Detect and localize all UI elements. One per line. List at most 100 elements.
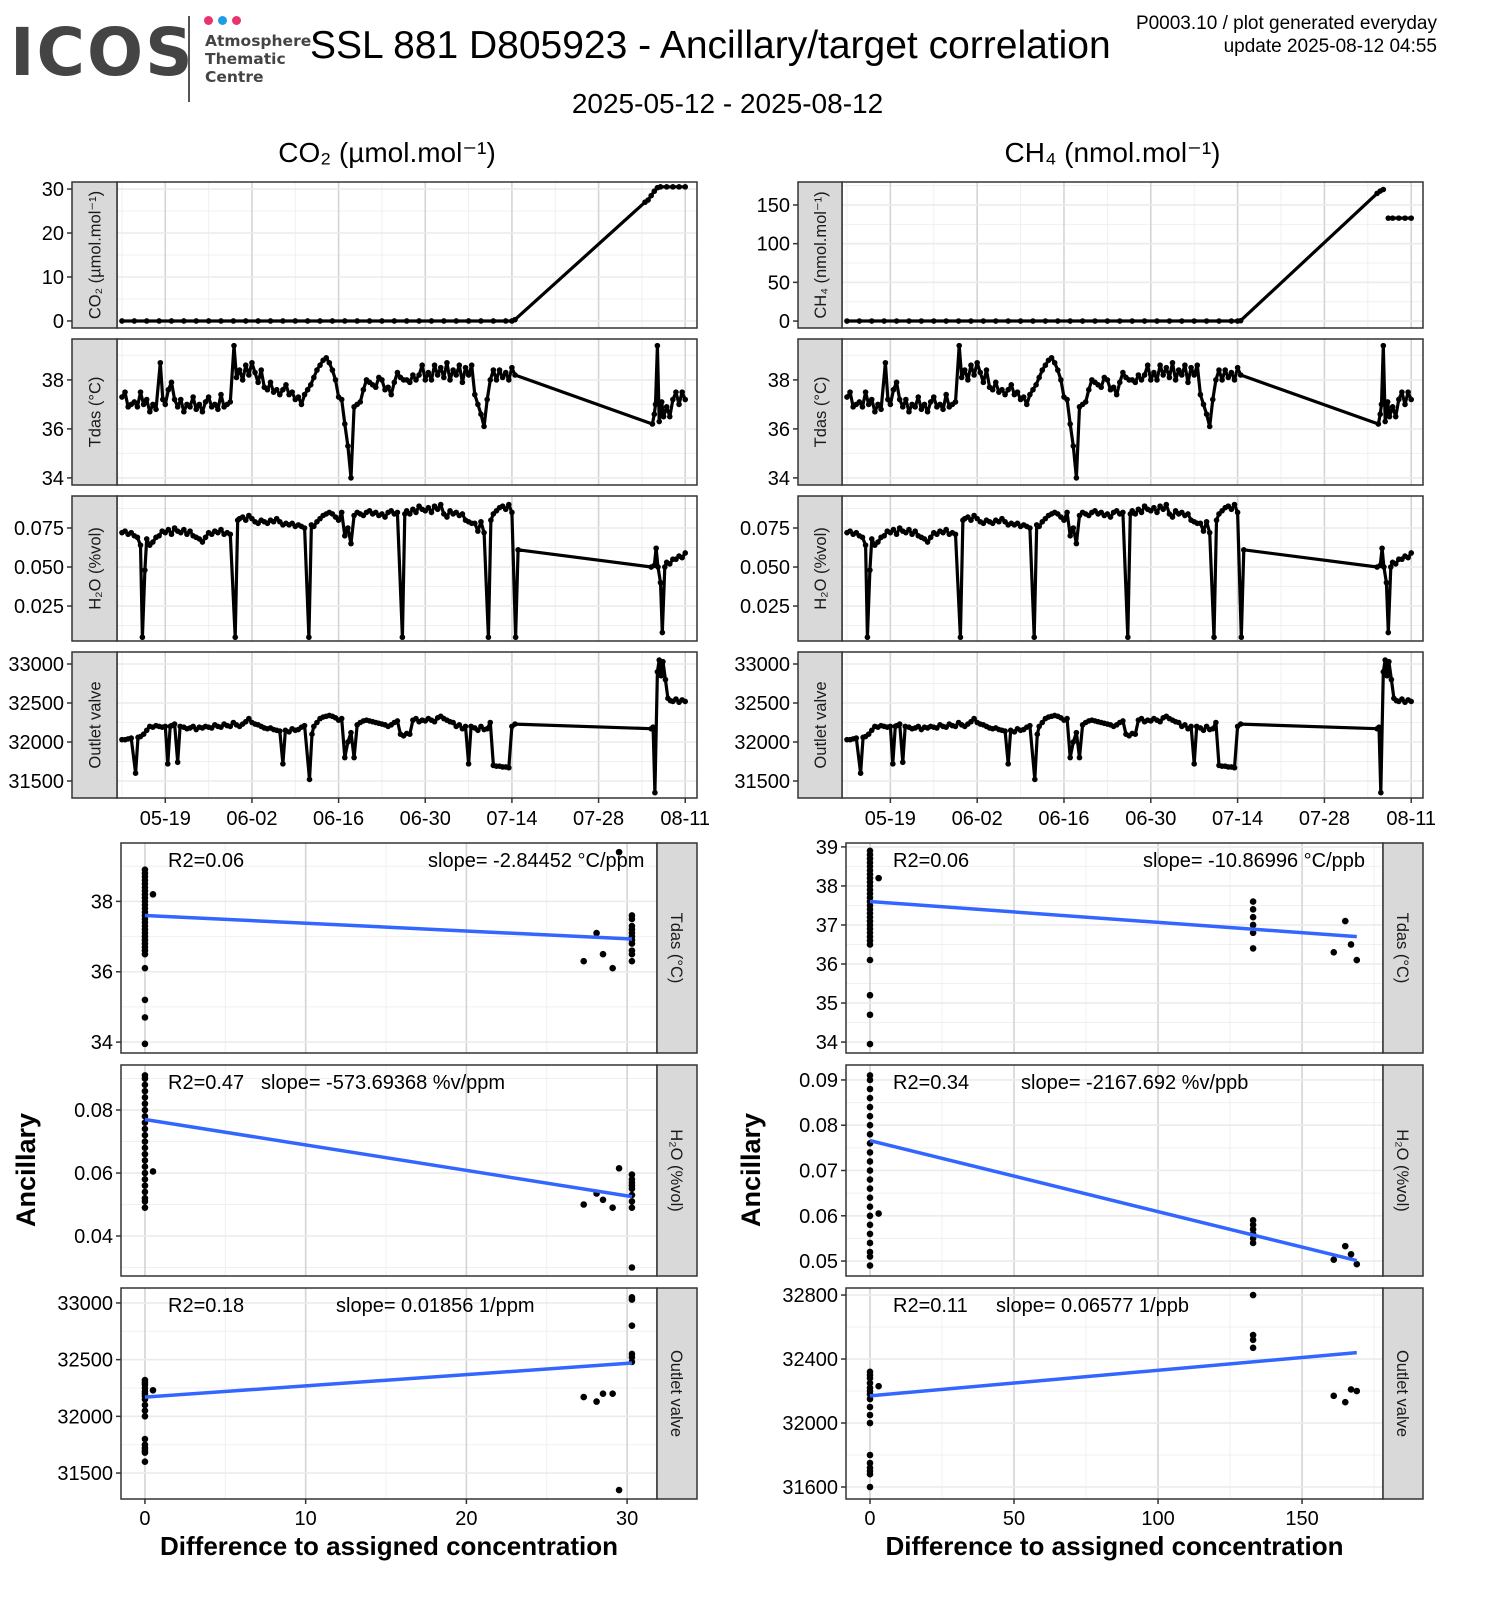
scatter-point	[141, 964, 149, 972]
data-point	[662, 564, 668, 570]
data-point	[366, 318, 373, 324]
data-point	[143, 536, 150, 542]
scatter-point	[628, 1350, 636, 1358]
y-axis-title: Ancillary	[736, 1113, 766, 1227]
scatter-point	[866, 1212, 874, 1220]
y-tick-label: 39	[816, 837, 838, 859]
data-point	[232, 634, 239, 641]
data-point	[227, 723, 234, 730]
data-point	[952, 399, 959, 405]
data-point	[1211, 634, 1217, 641]
y-tick-label: 0.09	[799, 1070, 838, 1092]
data-point	[890, 526, 897, 533]
data-point	[329, 318, 336, 324]
data-point	[865, 731, 872, 738]
plot-meta-line2: update 2025-08-12 04:55	[1223, 36, 1437, 57]
data-point	[952, 723, 959, 730]
scatter-point	[1249, 1331, 1257, 1339]
data-point	[490, 318, 497, 324]
data-point	[394, 509, 401, 516]
data-point	[903, 396, 909, 403]
y-tick-label: 32500	[734, 693, 790, 715]
data-point	[142, 567, 148, 573]
facet-strip	[797, 181, 843, 329]
y-tick-label: 0	[53, 311, 64, 333]
data-point	[868, 318, 875, 324]
facet-strip-label: H₂O (%vol)	[87, 527, 105, 610]
data-point	[258, 367, 265, 373]
scatter-point	[141, 996, 149, 1004]
facet-strip	[1382, 1064, 1424, 1277]
data-point	[484, 396, 490, 403]
data-point	[399, 634, 406, 641]
data-point	[1023, 401, 1030, 408]
data-point	[456, 722, 463, 728]
data-point	[952, 531, 959, 538]
data-point	[896, 721, 903, 727]
data-point	[1203, 318, 1210, 324]
data-point	[650, 724, 656, 730]
data-point	[493, 377, 500, 383]
column-title: CO₂ (µmol.mol⁻¹)	[278, 137, 496, 168]
data-point	[1182, 722, 1188, 728]
scatter-point	[141, 1040, 149, 1048]
data-point	[980, 379, 987, 386]
y-tick-label: 32000	[8, 732, 64, 754]
data-point	[844, 394, 850, 400]
x-tick-label: 50	[1003, 1508, 1025, 1530]
scatter-point	[866, 1451, 874, 1459]
data-point	[1135, 372, 1142, 378]
data-point	[215, 406, 221, 413]
data-point	[648, 192, 654, 199]
data-point	[956, 342, 962, 349]
data-point	[670, 396, 676, 403]
y-tick-label: 33000	[8, 654, 64, 676]
scatter-point	[599, 1196, 607, 1204]
facet-strip-label: Tdas (°C)	[1393, 913, 1411, 984]
data-point	[459, 379, 466, 386]
data-point	[434, 506, 441, 513]
scatter-point	[141, 1407, 149, 1414]
data-point	[1206, 423, 1213, 430]
scatter-point	[1249, 1336, 1257, 1344]
data-point	[1151, 504, 1157, 511]
data-point	[174, 404, 181, 410]
data-point	[338, 715, 345, 722]
scatter-point	[141, 1081, 149, 1089]
data-point	[1234, 364, 1241, 371]
scatter-point	[866, 1176, 874, 1183]
data-point	[134, 534, 141, 541]
y-tick-label: 32000	[57, 1406, 113, 1428]
data-point	[199, 408, 206, 415]
data-point	[1064, 715, 1070, 722]
regression-line	[869, 1138, 1358, 1263]
y-tick-label: 34	[91, 1032, 113, 1054]
data-point	[862, 542, 869, 548]
data-point	[1125, 634, 1131, 641]
data-point	[1197, 520, 1204, 527]
facet-strip-label: Tdas (°C)	[667, 913, 685, 984]
data-point	[304, 386, 311, 393]
data-point	[1113, 391, 1120, 398]
data-point	[1378, 789, 1384, 796]
data-point	[481, 529, 487, 536]
x-tick-label: 10	[295, 1508, 317, 1530]
y-tick-label: 0.06	[799, 1206, 838, 1228]
data-point	[1154, 318, 1160, 324]
facet-strip-label: Outlet valve	[667, 1350, 685, 1437]
data-point	[512, 316, 518, 323]
data-point	[311, 523, 317, 530]
y-tick-label: 36	[42, 419, 64, 441]
data-point	[502, 369, 509, 376]
data-point	[295, 394, 302, 400]
x-axis-title: Difference to assigned concentration	[160, 1531, 618, 1561]
data-point	[478, 318, 484, 324]
data-point	[122, 389, 128, 395]
data-point	[1073, 729, 1080, 736]
data-point	[413, 377, 419, 383]
x-tick-label: 06-30	[1125, 808, 1176, 830]
y-tick-label: 32800	[782, 1285, 838, 1307]
data-point	[416, 372, 422, 378]
data-point	[487, 377, 494, 383]
r2-label: R2=0.18	[168, 1295, 244, 1317]
